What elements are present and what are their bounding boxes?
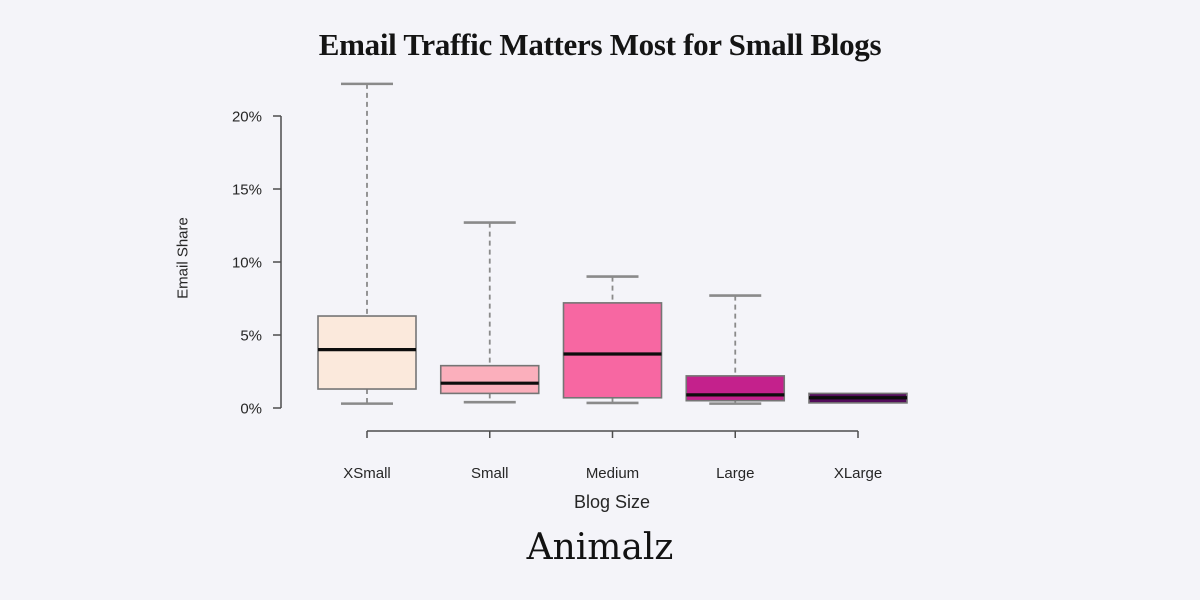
y-tick-label: 0% xyxy=(240,401,262,418)
x-axis-title: Blog Size xyxy=(573,492,651,512)
x-tick-label: Small xyxy=(471,465,509,482)
box-group-xsmall xyxy=(317,82,417,405)
chart-title: Email Traffic Matters Most for Small Blo… xyxy=(318,27,882,62)
box-group-xlarge xyxy=(808,392,908,404)
animalz-logo: Animalz xyxy=(526,527,674,568)
box-group-medium xyxy=(562,275,663,405)
box-rect xyxy=(562,302,663,399)
box-rect xyxy=(317,315,417,390)
box-rect xyxy=(685,375,786,402)
y-tick-label: 20% xyxy=(232,109,262,126)
x-tick-label: Large xyxy=(716,465,754,482)
y-tick-label: 15% xyxy=(232,182,262,199)
x-tick-label: Medium xyxy=(586,465,639,482)
box-group-large xyxy=(685,294,786,405)
y-tick-label: 5% xyxy=(240,328,262,345)
x-tick-label: XSmall xyxy=(343,465,391,482)
box-group-small xyxy=(439,221,540,404)
y-axis-title: Email Share xyxy=(174,217,192,299)
box-rect xyxy=(439,364,540,395)
y-tick-label: 10% xyxy=(232,255,262,272)
x-tick-label: XLarge xyxy=(834,465,882,482)
